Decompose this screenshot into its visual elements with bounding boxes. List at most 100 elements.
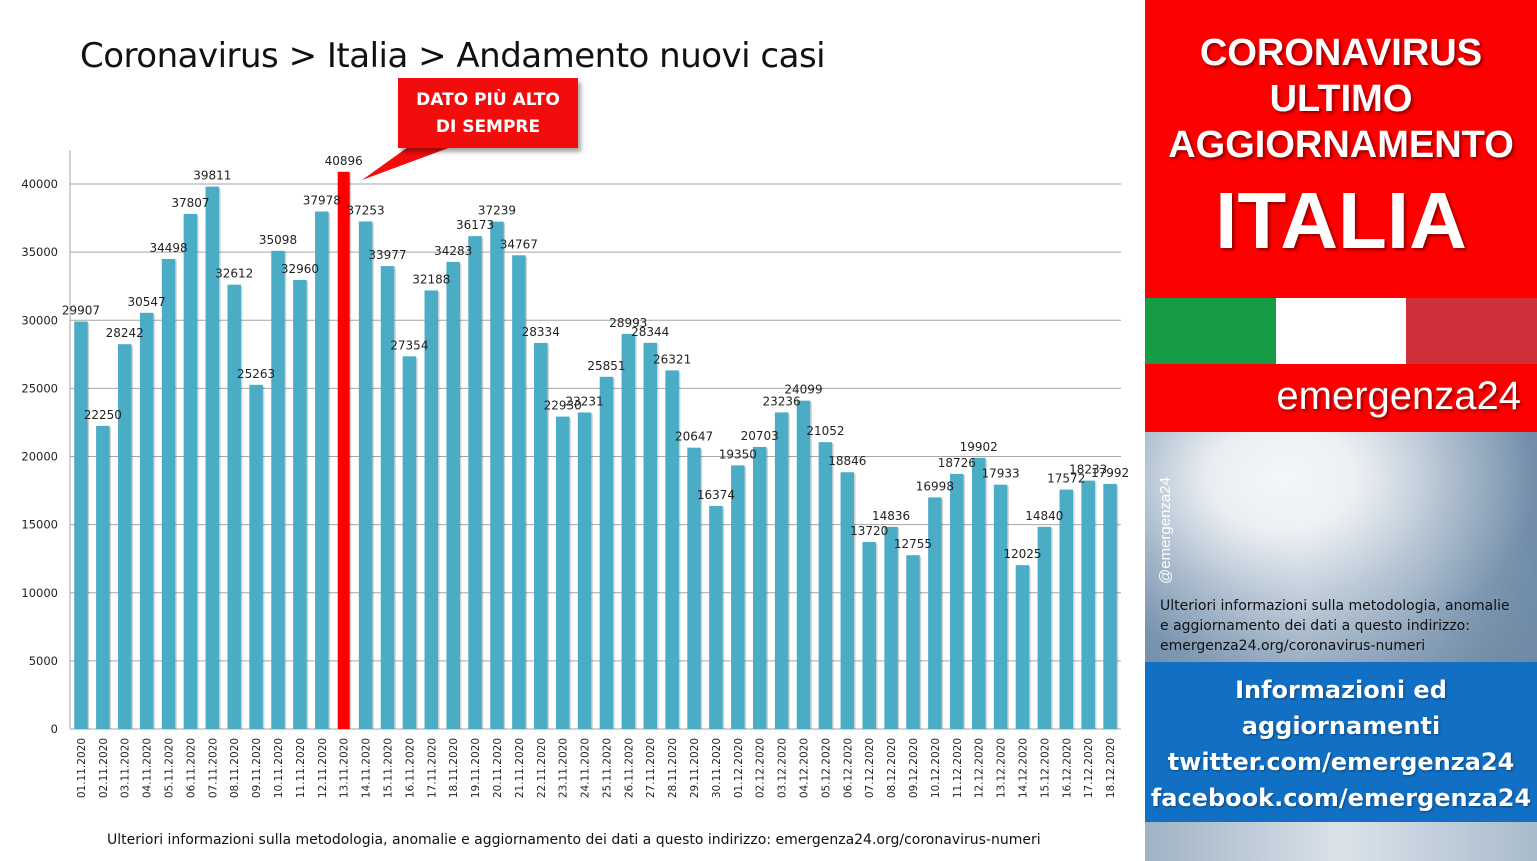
- bar: [424, 290, 439, 729]
- methodology-note: Ulteriori informazioni sulla metodologia…: [107, 832, 1041, 848]
- info-line-1: Informazioni ed: [1235, 676, 1447, 704]
- x-tick-label: 18.11.2020: [448, 738, 460, 798]
- bar: [840, 472, 855, 729]
- x-tick-label: 18.12.2020: [1105, 738, 1117, 798]
- bar: [446, 261, 460, 729]
- x-tick-label: 13.11.2020: [339, 738, 351, 798]
- data-label: 35098: [259, 233, 297, 247]
- x-tick-label: 11.11.2020: [295, 738, 307, 798]
- facebook-link[interactable]: facebook.com/emergenza24: [1150, 784, 1532, 812]
- x-tick-label: 02.11.2020: [98, 738, 110, 798]
- x-tick-label: 01.12.2020: [733, 738, 745, 798]
- page-title: Coronavirus > Italia > Andamento nuovi c…: [80, 36, 826, 76]
- x-tick-label: 16.12.2020: [1061, 738, 1073, 798]
- x-tick-label: 30.11.2020: [711, 738, 723, 798]
- x-tick-label: 04.12.2020: [799, 738, 811, 798]
- y-tick-labels: 0 5000 10000 15000 20000 25000 30000 35000 40000: [21, 177, 58, 736]
- bar: [1081, 480, 1095, 729]
- panel-note-line-1: Ulteriori informazioni sulla metodologia…: [1160, 598, 1510, 614]
- data-label: 18233: [1069, 463, 1107, 477]
- x-tick-label: 17.12.2020: [1083, 738, 1095, 798]
- data-label: 22930: [544, 399, 582, 413]
- bar: [555, 416, 570, 729]
- data-label: 37253: [347, 203, 385, 217]
- twitter-link[interactable]: twitter.com/emergenza24: [1167, 748, 1515, 776]
- x-tick-label: 12.12.2020: [974, 738, 986, 798]
- flag-green-stripe: [1145, 298, 1276, 364]
- bar: [752, 446, 767, 729]
- bar: [139, 312, 154, 729]
- x-tick-label: 02.12.2020: [755, 738, 767, 798]
- bar: [928, 497, 942, 729]
- data-label: 14836: [872, 509, 910, 523]
- x-tick-label: 20.11.2020: [492, 738, 504, 798]
- data-label: 20703: [741, 429, 779, 443]
- x-tick-label: 07.12.2020: [864, 738, 876, 798]
- x-tick-label: 08.12.2020: [886, 738, 898, 798]
- data-label: 28344: [631, 325, 669, 339]
- data-label: 12755: [894, 537, 932, 551]
- bar: [358, 221, 373, 730]
- bar: [774, 412, 789, 729]
- bar: [161, 258, 176, 729]
- bar: [796, 400, 811, 729]
- country-name: ITALIA: [1215, 176, 1467, 265]
- x-tick-label: 27.11.2020: [645, 738, 657, 798]
- x-tick-label: 21.11.2020: [514, 738, 526, 798]
- bar: [380, 266, 395, 729]
- y-tick-label: 10000: [21, 586, 58, 600]
- x-tick-label: 17.11.2020: [426, 738, 438, 798]
- y-tick-label: 15000: [21, 518, 58, 532]
- bar: [534, 342, 548, 729]
- data-label: 16998: [916, 479, 954, 493]
- panel-note-line-3: emergenza24.org/coronavirus-numeri: [1160, 638, 1426, 654]
- x-tick-label: 01.11.2020: [76, 738, 88, 798]
- header-line-1: CORONAVIRUS: [1199, 32, 1483, 74]
- bar: [1059, 489, 1074, 729]
- data-label: 32960: [281, 262, 319, 276]
- data-label: 34767: [500, 237, 538, 251]
- x-tick-label: 10.12.2020: [930, 738, 942, 798]
- bar: [271, 250, 285, 730]
- data-label: 23236: [763, 394, 801, 408]
- data-label: 22250: [84, 408, 122, 422]
- y-tick-label: 5000: [29, 654, 58, 668]
- data-label: 39811: [193, 169, 231, 183]
- x-tick-label: 24.11.2020: [580, 738, 592, 798]
- bar: [731, 465, 745, 729]
- bar: [337, 171, 350, 730]
- data-label: 37239: [478, 204, 516, 218]
- x-tick-label: 23.11.2020: [558, 738, 570, 798]
- data-label: 34283: [434, 244, 472, 258]
- x-tick-label: 09.12.2020: [908, 738, 920, 798]
- x-tick-label: 05.11.2020: [164, 738, 176, 798]
- flag-white-stripe: [1275, 298, 1407, 364]
- data-label: 17572: [1047, 472, 1085, 486]
- data-label: 16374: [697, 488, 735, 502]
- panel-note-line-2: e aggiornamento dei dati a questo indiri…: [1160, 618, 1470, 634]
- bar: [402, 356, 417, 729]
- data-label: 28242: [106, 326, 144, 340]
- bar: [315, 211, 329, 729]
- data-label: 37978: [303, 194, 341, 208]
- panel-methodology-note: Ulteriori informazioni sulla metodologia…: [1160, 596, 1530, 656]
- bar: [468, 236, 482, 729]
- info-line-2: aggiornamenti: [1241, 712, 1441, 740]
- bar: [117, 344, 132, 729]
- y-tick-label: 40000: [21, 177, 58, 191]
- x-tick-label: 19.11.2020: [470, 738, 482, 798]
- bar: [665, 370, 679, 729]
- social-handle-text: @emergenza24: [1157, 477, 1174, 584]
- x-tick-label: 22.11.2020: [536, 738, 548, 798]
- bar: [621, 333, 636, 729]
- y-tick-label: 25000: [21, 381, 58, 395]
- bar: [1037, 526, 1052, 729]
- x-tick-label: 08.11.2020: [229, 738, 241, 798]
- bar: [862, 542, 876, 729]
- x-tick-label: 14.11.2020: [361, 738, 373, 798]
- bar: [884, 526, 898, 729]
- data-label: 33977: [368, 248, 406, 262]
- data-label: 34498: [149, 241, 187, 255]
- x-tick-label: 14.12.2020: [1017, 738, 1029, 798]
- bar: [293, 279, 307, 729]
